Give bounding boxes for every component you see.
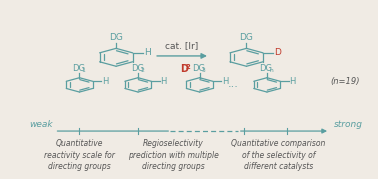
Text: D: D [274,48,281,57]
Text: Regioselectivity
prediction with multiple
directing groups: Regioselectivity prediction with multipl… [128,139,218,171]
Text: 3: 3 [202,68,206,73]
Text: DG: DG [109,33,123,42]
Text: cat. [Ir]: cat. [Ir] [166,41,198,50]
Text: 2: 2 [140,68,144,73]
Text: 2: 2 [186,64,190,71]
Text: ...: ... [228,79,239,88]
Text: DG: DG [260,64,273,73]
Text: Quantitative comparison
of the selectivity of
different catalysts: Quantitative comparison of the selectivi… [231,139,326,171]
Text: DG: DG [131,64,144,73]
Text: H: H [144,48,151,57]
Text: DG: DG [72,64,85,73]
Text: H: H [290,77,296,86]
Text: 1: 1 [82,68,86,73]
Text: Quantitative
reactivity scale for
directing groups: Quantitative reactivity scale for direct… [44,139,115,171]
Text: strong: strong [333,120,363,129]
Text: H: H [222,77,228,86]
Text: n: n [269,68,273,73]
Text: (n=19): (n=19) [330,77,359,86]
Text: weak: weak [29,120,53,129]
Text: H: H [102,77,108,86]
Text: DG: DG [240,33,253,42]
Text: DG: DG [192,64,205,73]
Text: D: D [180,64,187,74]
Text: H: H [161,77,167,86]
